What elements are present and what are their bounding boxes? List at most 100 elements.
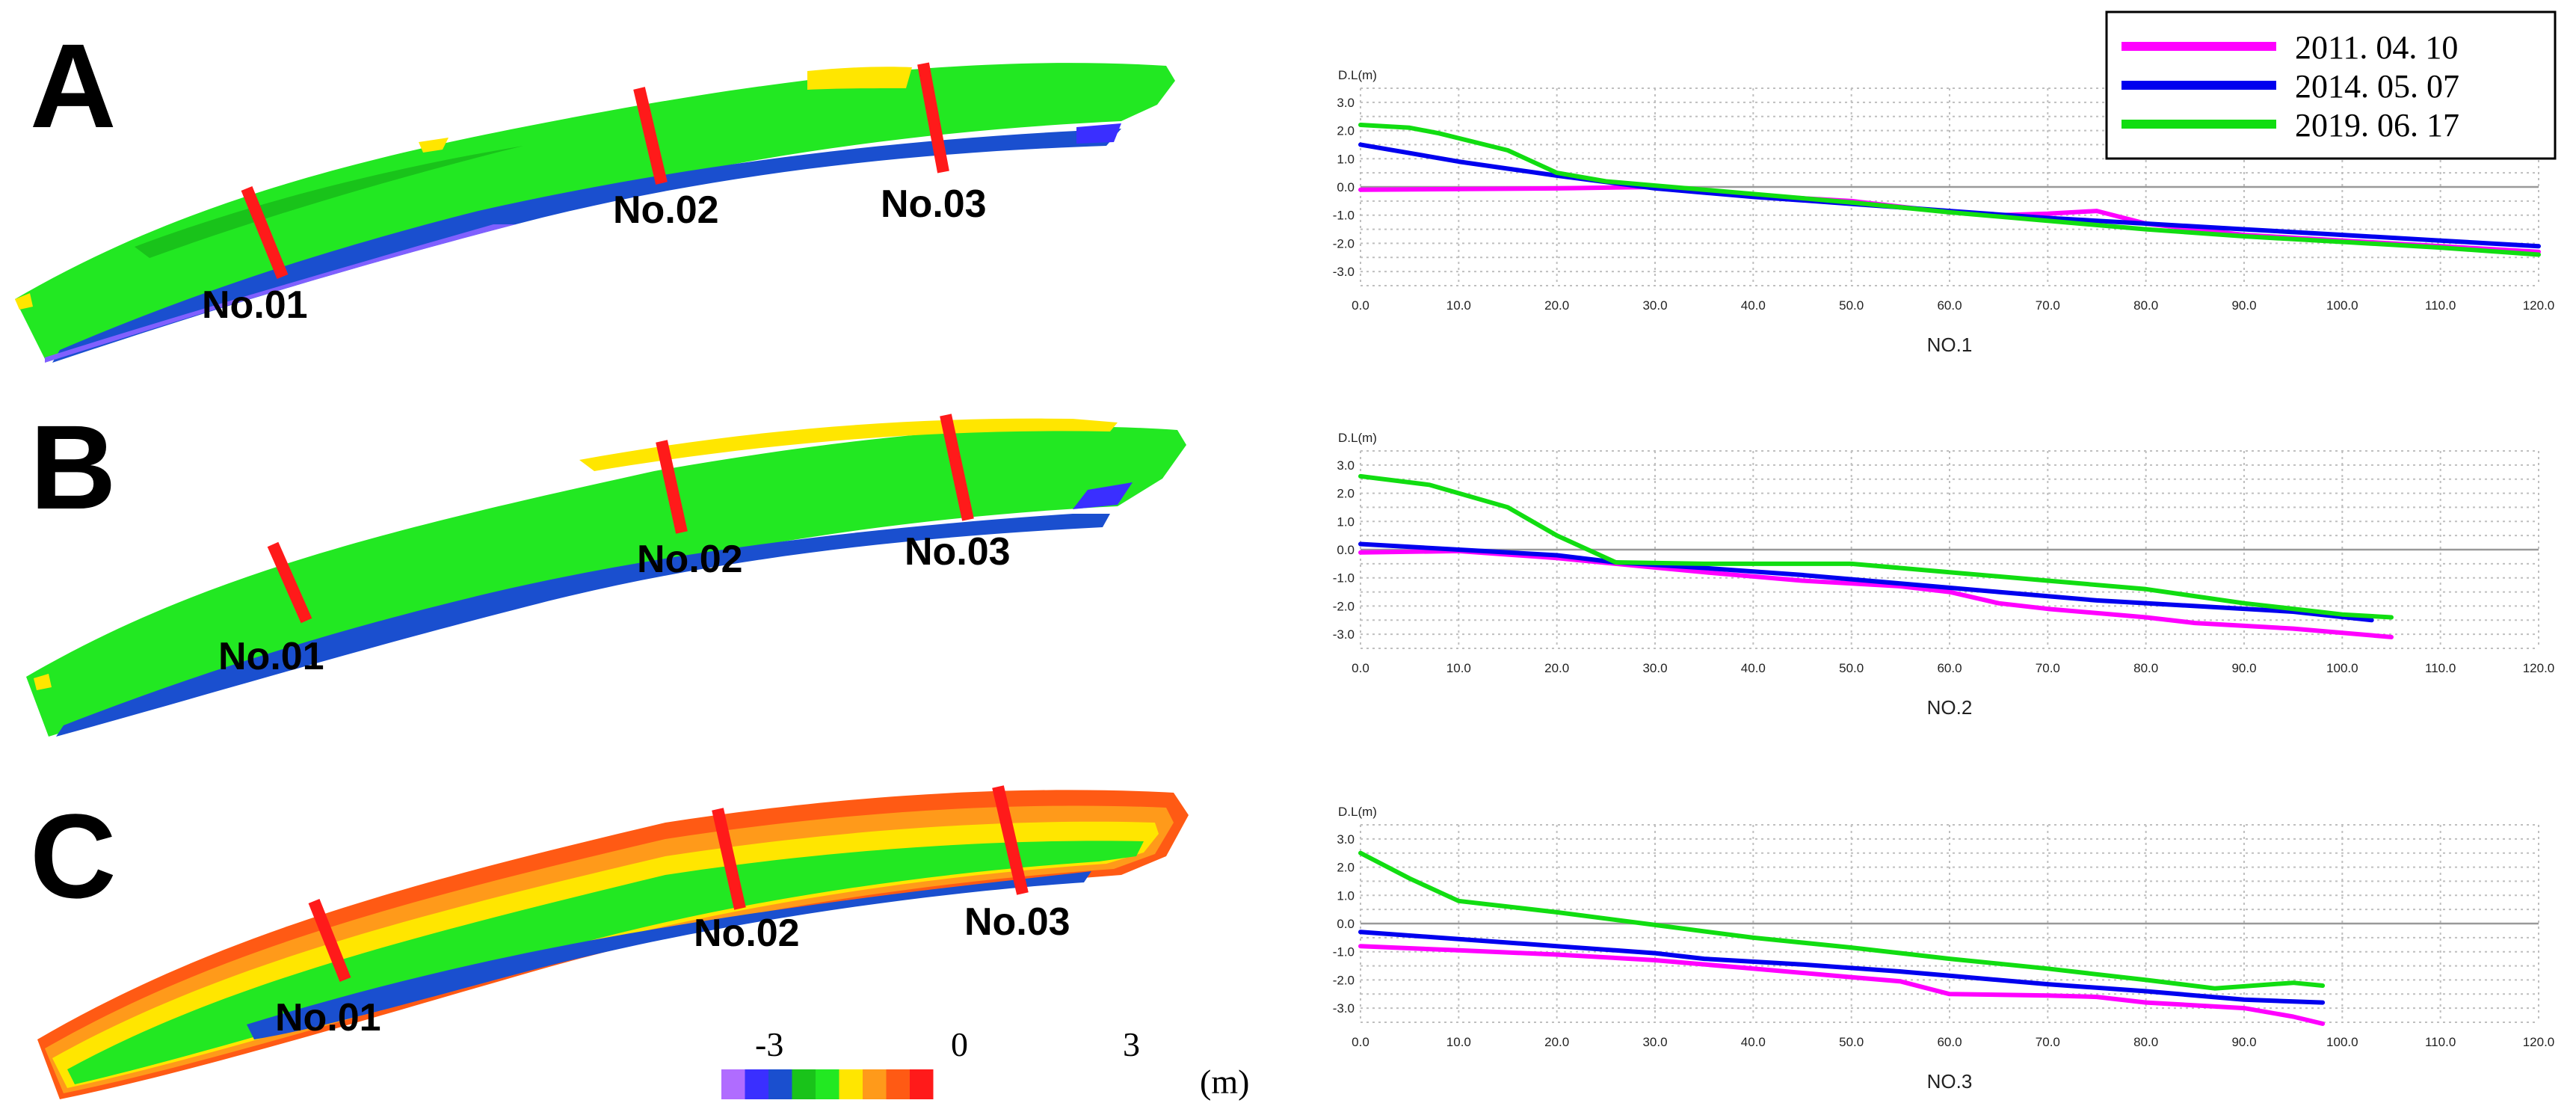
y-tick-label-2: 1.0 (1337, 152, 1355, 166)
colorbar-cell-2 (768, 1069, 792, 1099)
colorbar-cell-3 (792, 1069, 816, 1099)
x-tick-label-6: 60.0 (1937, 661, 1962, 675)
section-label-b-02: No.02 (637, 538, 743, 581)
section-label-c-03: No.03 (964, 900, 1070, 944)
x-tick-label-10: 100.0 (2326, 298, 2358, 313)
x-tick-label-7: 70.0 (2036, 1035, 2060, 1049)
x-tick-label-6: 60.0 (1937, 1035, 1962, 1049)
y-tick-label-4: -1.0 (1333, 571, 1355, 586)
colorbar-cell-7 (886, 1069, 910, 1099)
y-tick-label-1: 2.0 (1337, 124, 1355, 138)
section-line-a-02 (633, 87, 668, 185)
y-tick-label-6: -3.0 (1333, 1001, 1355, 1016)
colorbar-cell-8 (910, 1069, 934, 1099)
x-tick-label-11: 110.0 (2425, 661, 2456, 675)
y-tick-label-2: 1.0 (1337, 514, 1355, 529)
x-tick-label-4: 40.0 (1741, 1035, 1766, 1049)
colorbar-cell-5 (839, 1069, 863, 1099)
section-line-a-01 (241, 185, 289, 280)
section-label-a-03: No.03 (881, 182, 987, 226)
x-tick-label-5: 50.0 (1839, 298, 1864, 313)
x-tick-label-10: 100.0 (2326, 661, 2358, 675)
y-axis-label: D.L(m) (1338, 805, 1377, 819)
section-line-b-02 (656, 440, 688, 534)
x-tick-label-8: 80.0 (2133, 298, 2158, 313)
y-tick-label-0: 3.0 (1337, 832, 1355, 847)
chart-title: NO.2 (1927, 696, 1973, 719)
x-tick-label-4: 40.0 (1741, 661, 1766, 675)
section-line-c-03 (992, 785, 1029, 895)
section-label-b-03: No.03 (905, 530, 1011, 574)
x-tick-label-1: 10.0 (1446, 298, 1471, 313)
y-tick-label-6: -3.0 (1333, 627, 1355, 642)
panel-letter-c: C (30, 789, 117, 923)
x-tick-label-1: 10.0 (1446, 661, 1471, 675)
x-tick-label-10: 100.0 (2326, 1035, 2358, 1049)
y-tick-label-4: -1.0 (1333, 945, 1355, 959)
series-line-20140507 (1358, 142, 2541, 249)
x-tick-label-7: 70.0 (2036, 298, 2060, 313)
legend-label-2019: 2019. 06. 17 (2295, 107, 2459, 144)
colorbar: -3 0 3 (m) (721, 1025, 1249, 1101)
y-tick-label-3: 0.0 (1337, 543, 1355, 557)
section-label-c-02: No.02 (694, 912, 800, 955)
profile-chart-no2: D.L(m) 3.0 2.0 1.0 0.0 -1.0 -2.0 -3.0 0.0 10.0 20.… (1333, 431, 2555, 719)
legend: 2011. 04. 10 2014. 05. 07 2019. 06. 17 (2105, 10, 2557, 160)
series-line-20190617 (1358, 473, 2394, 620)
y-tick-label-6: -3.0 (1333, 265, 1355, 279)
chart-title: NO.3 (1927, 1070, 1973, 1093)
section-line-b-01 (267, 541, 312, 624)
y-tick-label-5: -2.0 (1333, 973, 1355, 987)
colorbar-tick-neg3: -3 (755, 1025, 783, 1063)
x-tick-label-9: 90.0 (2231, 1035, 2256, 1049)
section-label-b-01: No.01 (218, 635, 324, 678)
x-tick-label-5: 50.0 (1839, 1035, 1864, 1049)
series-line-20140507 (1358, 541, 2374, 623)
x-tick-label-0: 0.0 (1352, 1035, 1369, 1049)
x-tick-label-0: 0.0 (1352, 661, 1369, 675)
colorbar-cell-6 (863, 1069, 887, 1099)
x-tick-label-5: 50.0 (1839, 661, 1864, 675)
x-tick-label-7: 70.0 (2036, 661, 2060, 675)
x-tick-label-2: 20.0 (1544, 661, 1569, 675)
panel-c-map: C No.01 No.02 No.03 (30, 785, 1189, 1099)
x-tick-label-6: 60.0 (1937, 298, 1962, 313)
legend-label-2011: 2011. 04. 10 (2295, 29, 2458, 66)
y-tick-label-5: -2.0 (1333, 236, 1355, 251)
x-tick-label-3: 30.0 (1642, 661, 1667, 675)
series-line-20110410 (1358, 944, 2326, 1026)
x-tick-label-8: 80.0 (2133, 661, 2158, 675)
colorbar-cell-0 (721, 1069, 745, 1099)
legend-label-2014: 2014. 05. 07 (2295, 68, 2459, 105)
x-tick-label-3: 30.0 (1642, 1035, 1667, 1049)
x-tick-label-0: 0.0 (1352, 298, 1369, 313)
panel-a-map: A No.01 No.02 No.03 (15, 19, 1175, 363)
x-tick-label-11: 110.0 (2425, 1035, 2456, 1049)
x-tick-label-9: 90.0 (2231, 661, 2256, 675)
y-tick-label-3: 0.0 (1337, 917, 1355, 931)
y-tick-label-1: 2.0 (1337, 861, 1355, 875)
series-line-20190617 (1358, 850, 2326, 991)
panel-b-map: B No.01 No.02 No.03 (26, 400, 1186, 737)
y-tick-label-4: -1.0 (1333, 209, 1355, 223)
y-axis-label: D.L(m) (1338, 431, 1377, 445)
colorbar-tick-0: 0 (951, 1025, 968, 1063)
x-tick-label-12: 120.0 (2523, 661, 2555, 675)
x-tick-label-4: 40.0 (1741, 298, 1766, 313)
colorbar-cell-1 (745, 1069, 768, 1099)
y-tick-label-1: 2.0 (1337, 487, 1355, 501)
colorbar-tick-3: 3 (1123, 1025, 1140, 1063)
profile-chart-no3: D.L(m) 3.0 2.0 1.0 0.0 -1.0 -2.0 -3.0 0.0 10.0 20.… (1333, 805, 2555, 1093)
section-label-a-01: No.01 (202, 283, 308, 327)
x-tick-label-2: 20.0 (1544, 298, 1569, 313)
x-tick-label-2: 20.0 (1544, 1035, 1569, 1049)
panel-letter-b: B (30, 400, 117, 534)
series-line-20140507 (1358, 930, 2326, 1005)
y-tick-label-0: 3.0 (1337, 458, 1355, 473)
section-line-c-02 (712, 808, 746, 910)
colorbar-cell-4 (816, 1069, 839, 1099)
panel-letter-a: A (30, 19, 117, 153)
y-tick-label-2: 1.0 (1337, 888, 1355, 903)
y-tick-label-0: 3.0 (1337, 96, 1355, 110)
